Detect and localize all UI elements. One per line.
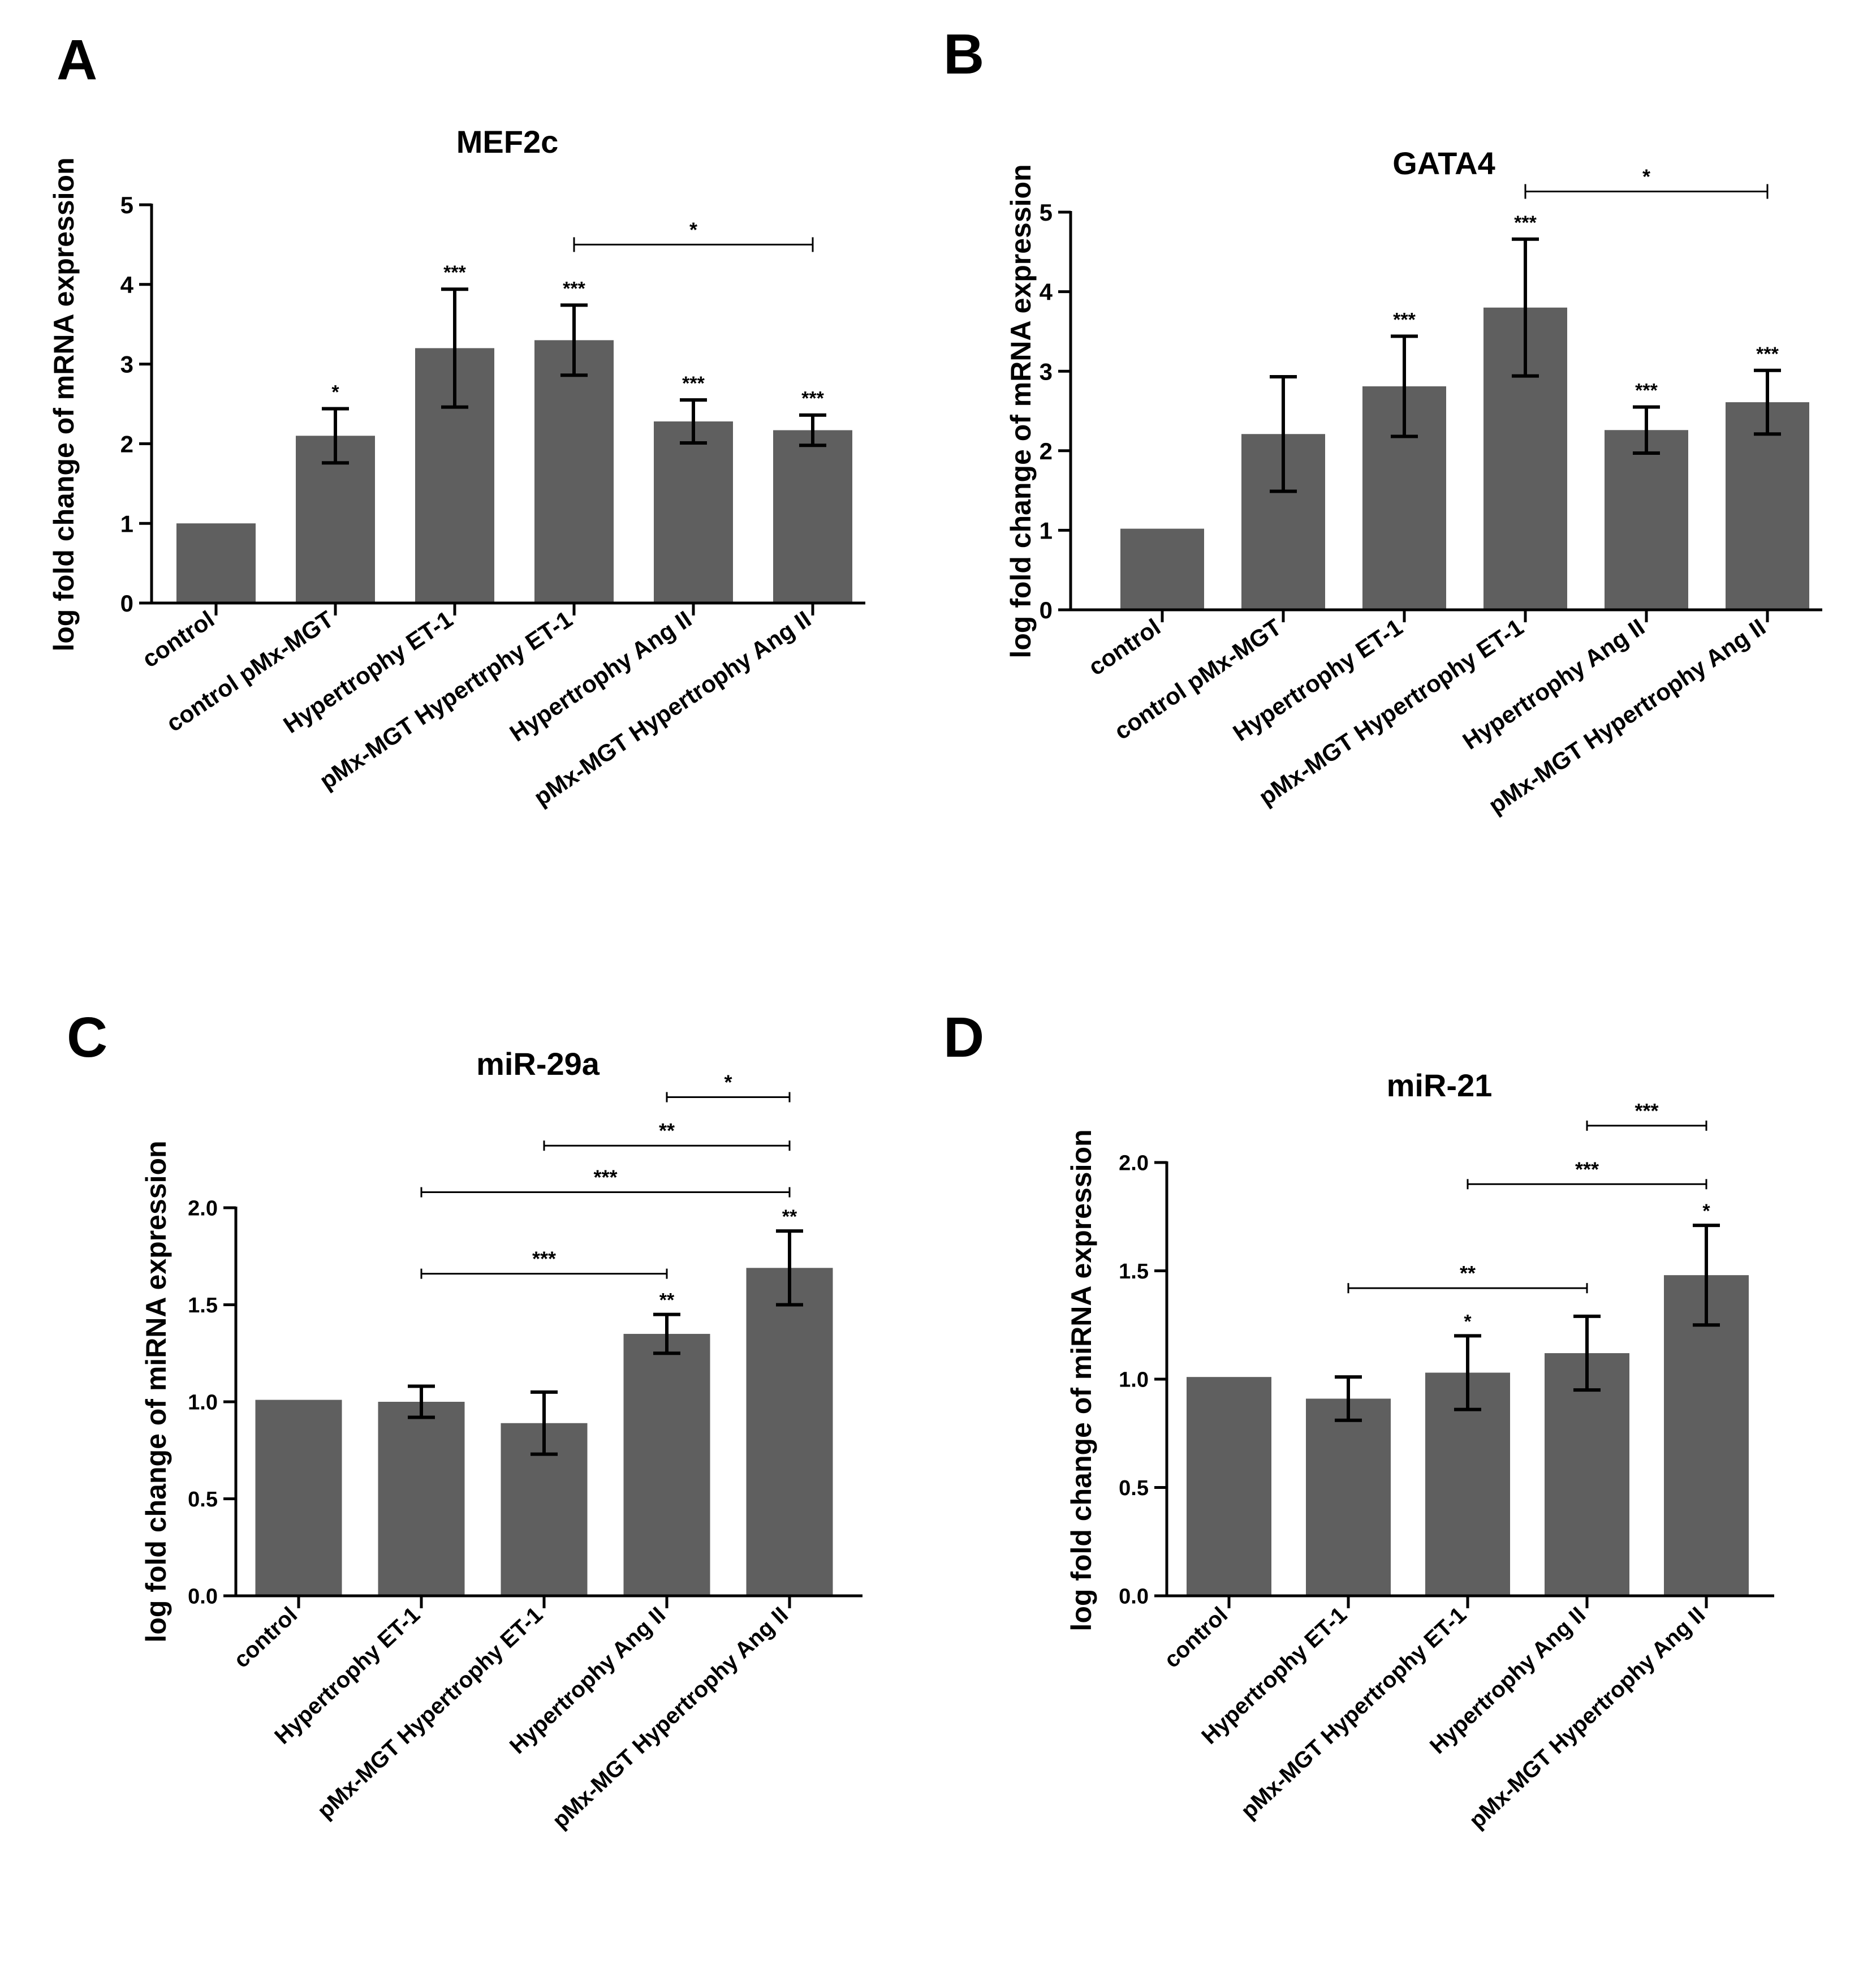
significance-label: **	[782, 1206, 797, 1228]
chart-title: GATA4	[1392, 145, 1495, 181]
x-tick-label: control	[137, 605, 219, 673]
bar-1	[1306, 1398, 1391, 1596]
significance-label: ***	[1514, 212, 1537, 234]
y-tick-label: 1.5	[188, 1294, 218, 1317]
y-axis-label: log fold change of miRNA expression	[1066, 1129, 1097, 1631]
bar-3	[623, 1333, 710, 1596]
bar-0	[255, 1400, 342, 1596]
x-tick-label: pMx-MGT Hypertrophy Ang II	[548, 1602, 793, 1833]
panel-letter: D	[943, 1006, 984, 1069]
y-axis-label: log fold change of miRNA expression	[140, 1140, 172, 1642]
chart-title: miR-29a	[476, 1046, 600, 1082]
chart-panel-a: A MEF2c log fold change of mRNA expression…	[48, 28, 865, 811]
x-tick-label: pMx-MGT Hypertrophy ET-1	[313, 1602, 547, 1823]
significance-label: *	[1702, 1200, 1710, 1222]
y-tick-label: 0.5	[1119, 1476, 1149, 1500]
bar-4	[746, 1268, 833, 1596]
y-tick-label: 1	[120, 510, 133, 537]
bar-0	[1120, 528, 1204, 610]
y-tick-label: 0	[120, 590, 133, 617]
significance-label: ***	[1393, 309, 1416, 330]
y-tick-label: 2	[120, 431, 133, 458]
y-tick-label: 0.0	[188, 1585, 218, 1609]
x-tick-label: pMx-MGT Hypertrophy ET-1	[1236, 1602, 1471, 1823]
bar-0	[1187, 1377, 1271, 1596]
x-tick-label: control	[1159, 1602, 1232, 1673]
bracket-label: ***	[1635, 1099, 1658, 1122]
bar-1	[378, 1402, 465, 1596]
chart-title: miR-21	[1387, 1067, 1493, 1103]
bar-4	[654, 421, 733, 603]
y-tick-label: 4	[1040, 279, 1053, 305]
significance-label: ***	[563, 278, 585, 299]
y-tick-label: 0.5	[188, 1488, 218, 1512]
y-tick-label: 1	[1040, 518, 1053, 544]
significance-label: *	[1464, 1311, 1472, 1332]
y-tick-label: 0.0	[1119, 1585, 1149, 1609]
y-tick-label: 2	[1040, 438, 1053, 464]
bar-3	[534, 340, 614, 603]
y-tick-label: 3	[1040, 358, 1053, 385]
bracket-label: ***	[1575, 1157, 1599, 1181]
bar-0	[176, 523, 256, 603]
y-axis-label: log fold change of mRNA expression	[48, 157, 80, 651]
significance-label: ***	[1635, 380, 1658, 401]
significance-label: ***	[801, 388, 824, 410]
panel-letter: B	[943, 23, 984, 86]
bracket-label: *	[1642, 165, 1650, 188]
bracket-label: **	[659, 1119, 675, 1142]
significance-label: ***	[682, 373, 705, 394]
bracket-label: *	[689, 218, 697, 241]
y-tick-label: 0	[1040, 597, 1053, 623]
x-tick-label: pMx-MGT Hypertrophy Ang II	[1465, 1602, 1710, 1833]
y-tick-label: 5	[120, 192, 133, 218]
bracket-label: ***	[532, 1247, 556, 1271]
panel-letter: C	[67, 1006, 107, 1069]
bracket-label: ***	[593, 1166, 617, 1189]
significance-label: *	[331, 381, 339, 403]
y-tick-label: 1.5	[1119, 1260, 1149, 1284]
y-tick-label: 2.0	[1119, 1152, 1149, 1176]
bracket-label: **	[1460, 1261, 1476, 1285]
bar-4	[1664, 1275, 1749, 1596]
chart-panel-b: B GATA4 log fold change of mRNA expression…	[943, 23, 1822, 819]
significance-label: **	[659, 1290, 675, 1311]
y-tick-label: 4	[120, 272, 134, 298]
y-axis-label: log fold change of mRNA expression	[1005, 164, 1037, 658]
bar-3	[1545, 1353, 1629, 1596]
y-tick-label: 5	[1040, 199, 1053, 226]
bar-4	[1605, 430, 1688, 610]
chart-title: MEF2c	[456, 124, 559, 160]
x-tick-label: control	[1084, 613, 1165, 681]
bracket-label: *	[724, 1070, 732, 1093]
x-tick-label: control	[229, 1602, 302, 1673]
y-tick-label: 2.0	[188, 1197, 218, 1221]
y-tick-label: 1.0	[1119, 1368, 1149, 1392]
panel-letter: A	[57, 28, 97, 92]
y-tick-label: 1.0	[188, 1391, 218, 1415]
bar-5	[773, 430, 852, 603]
bar-5	[1726, 402, 1809, 610]
significance-label: ***	[443, 262, 466, 283]
significance-label: ***	[1756, 343, 1779, 365]
y-tick-label: 3	[120, 351, 133, 378]
